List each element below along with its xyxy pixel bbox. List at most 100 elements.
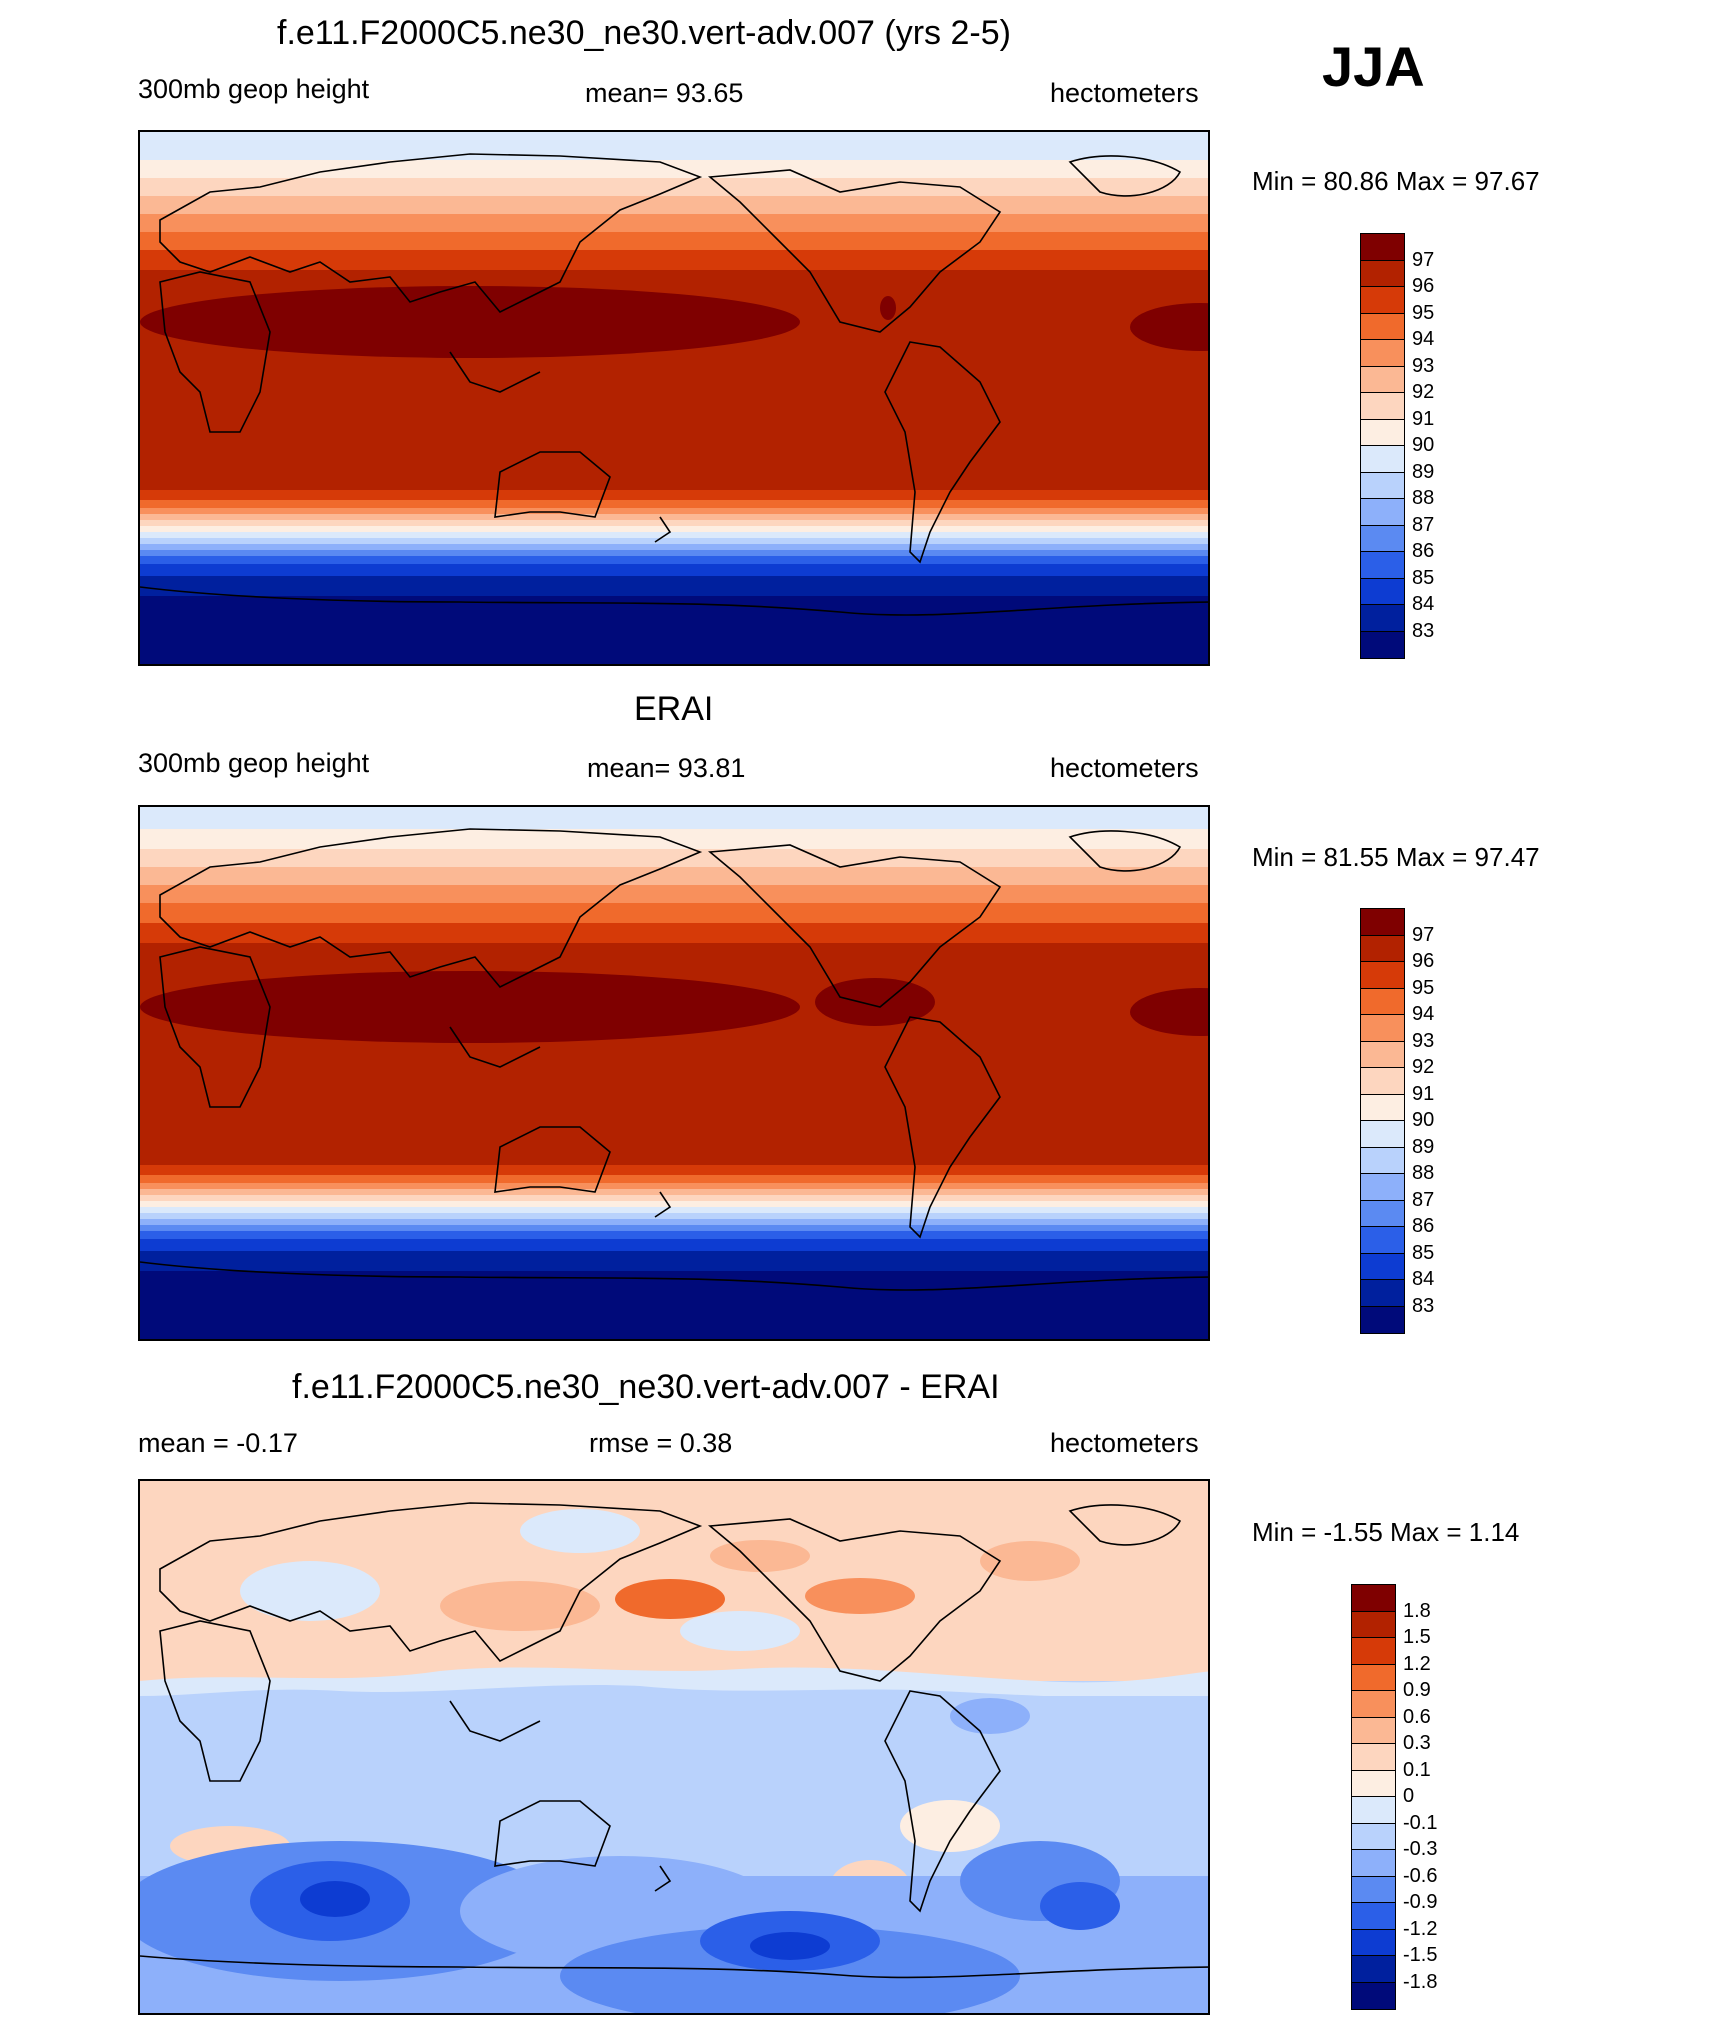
colorbar-swatch (1360, 1173, 1405, 1201)
colorbar-label: 91 (1412, 408, 1435, 430)
colorbar-label: 87 (1412, 514, 1435, 536)
colorbar-swatch (1351, 1663, 1396, 1692)
colorbar-label: -0.1 (1403, 1812, 1438, 1834)
mean-label: mean= 93.81 (587, 753, 746, 783)
colorbar-label: 93 (1412, 1030, 1435, 1052)
colorbar-swatch (1351, 1716, 1396, 1745)
colorbar-label: 86 (1412, 1215, 1435, 1237)
contour-map (138, 805, 1210, 1341)
colorbar-swatch (1360, 286, 1405, 314)
colorbar-label: 94 (1412, 328, 1435, 350)
colorbar-label: 95 (1412, 977, 1435, 999)
colorbar-label: 95 (1412, 302, 1435, 324)
colorbar-swatch (1360, 1014, 1405, 1042)
colorbar-swatch (1351, 1822, 1396, 1851)
colorbar-swatch (1360, 1146, 1405, 1175)
geopotential-height-field (140, 807, 1208, 1339)
colorbar-swatch (1360, 233, 1405, 261)
variable-label: 300mb geop height (138, 74, 370, 104)
colorbar-swatch (1360, 1279, 1405, 1307)
minmax-label: Min = -1.55 Max = 1.14 (1252, 1517, 1520, 1547)
colorbar-label: 0.1 (1403, 1759, 1431, 1781)
colorbar-swatch (1351, 1955, 1396, 1983)
colorbar: 97 96 95 94 93 92 91 90 89 88 87 86 85 8… (1360, 908, 1434, 1334)
colorbar-swatch (1360, 392, 1405, 420)
rmse-label: rmse = 0.38 (589, 1428, 733, 1458)
colorbar-swatch (1360, 1120, 1405, 1148)
colorbar-swatch (1360, 551, 1405, 579)
panel-title: f.e11.F2000C5.ne30_ne30.vert-adv.007 (yr… (277, 14, 1011, 52)
panel-title: ERAI (634, 690, 714, 728)
colorbar-swatch (1351, 1584, 1396, 1612)
colorbar-swatch (1360, 1305, 1405, 1334)
colorbar-label: 97 (1412, 249, 1435, 271)
units-label: hectometers (1050, 753, 1199, 783)
mean-label: mean= 93.65 (585, 78, 744, 108)
colorbar-swatch (1360, 471, 1405, 500)
colorbar-swatch (1360, 604, 1405, 632)
colorbar-label: 96 (1412, 275, 1435, 297)
panel-title: f.e11.F2000C5.ne30_ne30.vert-adv.007 - E… (292, 1368, 1000, 1406)
colorbar-label: 85 (1412, 567, 1435, 589)
variable-label: 300mb geop height (138, 748, 370, 778)
colorbar-swatch (1360, 418, 1405, 447)
colorbar-label: -0.6 (1403, 1865, 1438, 1887)
colorbar-swatch (1360, 365, 1405, 394)
colorbar-label: 90 (1412, 434, 1435, 456)
colorbar: 1.8 1.5 1.2 0.9 0.6 0.3 0.1 0 -0.1 -0.3 … (1351, 1584, 1437, 2010)
colorbar-label: 90 (1412, 1109, 1435, 1131)
colorbar-label: -1.5 (1403, 1944, 1438, 1966)
colorbar-label: 88 (1412, 487, 1435, 509)
colorbar-label: 1.2 (1403, 1653, 1431, 1675)
colorbar-label: 92 (1412, 381, 1435, 403)
colorbar-label: 87 (1412, 1189, 1435, 1211)
colorbar-swatch (1351, 1928, 1396, 1957)
colorbar-label: 96 (1412, 950, 1435, 972)
colorbar-swatch (1360, 339, 1405, 367)
colorbar-swatch (1351, 1690, 1396, 1718)
contour-map (138, 130, 1210, 666)
colorbar-swatch (1351, 1769, 1396, 1798)
minmax-label: Min = 80.86 Max = 97.67 (1252, 166, 1540, 196)
colorbar-label: 83 (1412, 620, 1435, 642)
mean-label: mean = -0.17 (138, 1428, 298, 1458)
colorbar-label: 91 (1412, 1083, 1435, 1105)
colorbar-label: 83 (1412, 1295, 1435, 1317)
colorbar-swatch (1360, 259, 1405, 288)
colorbar-swatch (1360, 445, 1405, 473)
colorbar-label: 88 (1412, 1162, 1435, 1184)
colorbar-label: 89 (1412, 1136, 1435, 1158)
season-label: JJA (1322, 35, 1425, 98)
difference-field (140, 1481, 1208, 2013)
colorbar-swatch (1360, 987, 1405, 1016)
colorbar-label: 0 (1403, 1785, 1415, 1807)
colorbar-swatch (1351, 1637, 1396, 1665)
colorbar-label: 84 (1412, 1268, 1435, 1290)
colorbar-label: -1.2 (1403, 1918, 1438, 1940)
colorbar-label: 92 (1412, 1056, 1435, 1078)
minmax-label: Min = 81.55 Max = 97.47 (1252, 842, 1540, 872)
colorbar-label: 89 (1412, 461, 1435, 483)
colorbar-swatch (1360, 1093, 1405, 1122)
units-label: hectometers (1050, 1428, 1199, 1458)
colorbar-swatch (1351, 1743, 1396, 1771)
colorbar-swatch (1351, 1610, 1396, 1639)
colorbar-label: 1.5 (1403, 1626, 1431, 1648)
colorbar-label: -0.9 (1403, 1891, 1438, 1913)
colorbar-label: 0.9 (1403, 1679, 1431, 1701)
colorbar-label: 93 (1412, 355, 1435, 377)
geopotential-height-field (140, 132, 1208, 664)
colorbar-swatch (1351, 1902, 1396, 1930)
colorbar-swatch (1360, 498, 1405, 526)
colorbar-label: 0.6 (1403, 1706, 1431, 1728)
contour-map (138, 1479, 1210, 2015)
colorbar-swatch (1351, 1981, 1396, 2010)
colorbar-swatch (1351, 1849, 1396, 1877)
colorbar-swatch (1360, 1252, 1405, 1281)
colorbar-label: -1.8 (1403, 1971, 1438, 1993)
colorbar-label: 97 (1412, 924, 1435, 946)
colorbar-swatch (1351, 1875, 1396, 1904)
colorbar: 97 96 95 94 93 92 91 90 89 88 87 86 85 8… (1360, 233, 1434, 659)
colorbar-label: 84 (1412, 593, 1435, 615)
colorbar-swatch (1360, 630, 1405, 659)
